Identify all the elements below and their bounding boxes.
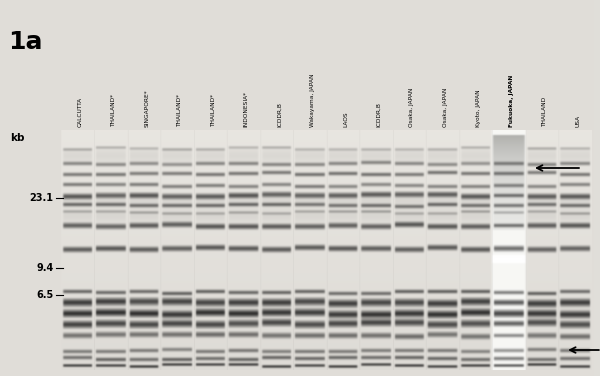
- Text: 9.4: 9.4: [36, 263, 53, 273]
- Text: kb: kb: [10, 133, 25, 143]
- Text: Fukuoka, JAPAN: Fukuoka, JAPAN: [509, 75, 514, 127]
- Text: 6.5: 6.5: [36, 290, 53, 300]
- Text: CALCUTTA: CALCUTTA: [78, 97, 83, 127]
- Text: ICDDR,B: ICDDR,B: [277, 102, 282, 127]
- Text: Osaka, JAPAN: Osaka, JAPAN: [409, 88, 415, 127]
- Text: THAILAND*: THAILAND*: [111, 94, 116, 127]
- Text: 1a: 1a: [8, 30, 43, 54]
- Text: Osaka, JAPAN: Osaka, JAPAN: [443, 88, 448, 127]
- Text: 23.1: 23.1: [29, 193, 53, 203]
- Text: Kyoto, JAPAN: Kyoto, JAPAN: [476, 89, 481, 127]
- Text: INDONESIA*: INDONESIA*: [244, 91, 248, 127]
- Text: USA: USA: [575, 115, 580, 127]
- Text: THAILAND*: THAILAND*: [211, 94, 215, 127]
- Text: SINGAPORE*: SINGAPORE*: [144, 89, 149, 127]
- Text: THAILAND: THAILAND: [542, 97, 547, 127]
- Text: THAILAND*: THAILAND*: [178, 94, 182, 127]
- Text: ICDDR,B: ICDDR,B: [376, 102, 381, 127]
- Text: LAOS: LAOS: [343, 111, 348, 127]
- Text: Wakayama, JAPAN: Wakayama, JAPAN: [310, 73, 315, 127]
